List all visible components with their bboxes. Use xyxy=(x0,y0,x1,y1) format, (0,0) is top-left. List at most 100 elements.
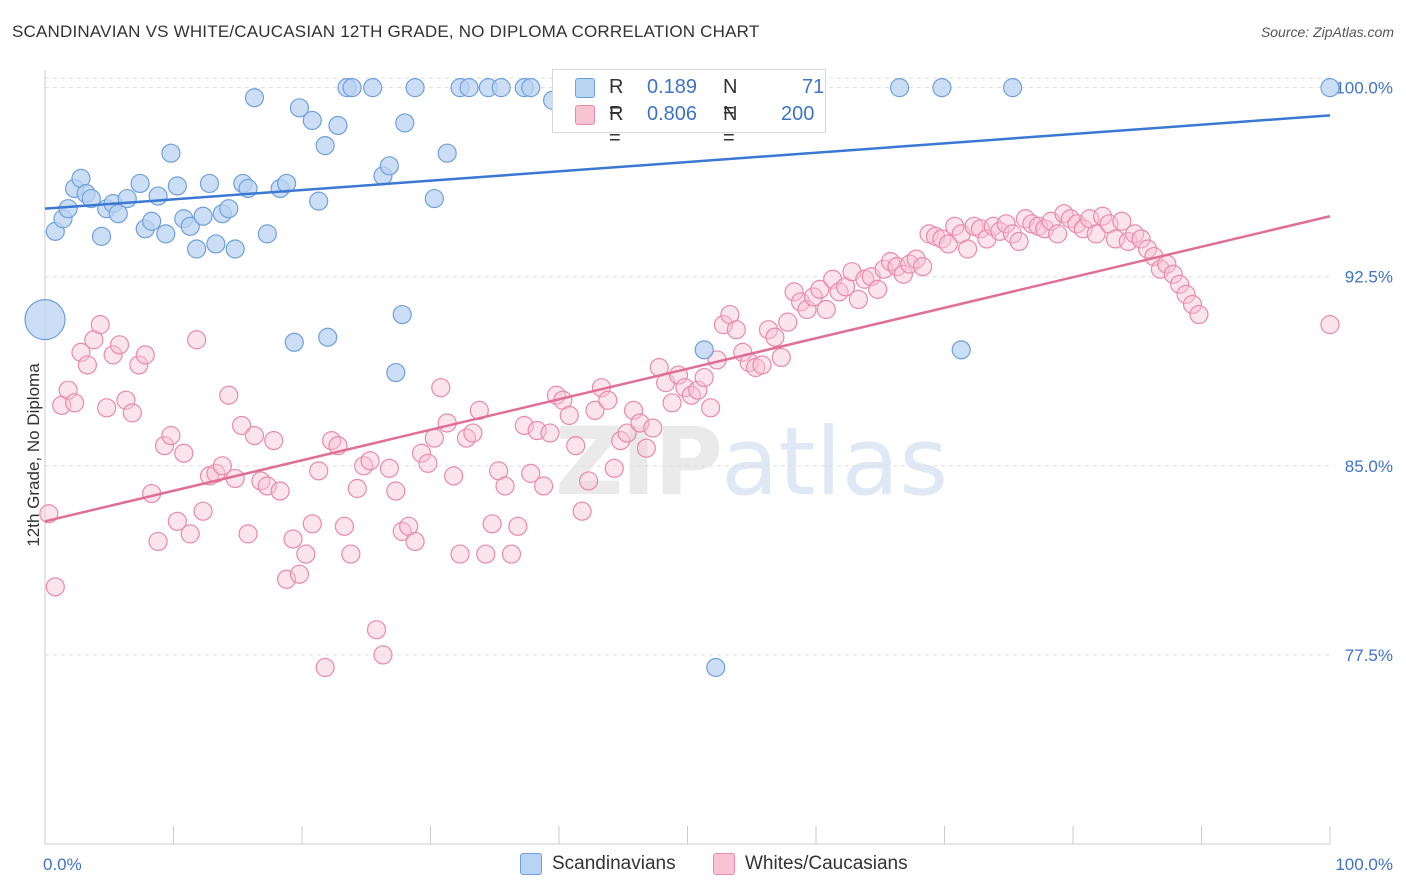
white-caucasian-point xyxy=(771,347,791,368)
white-caucasian-point xyxy=(206,463,226,483)
scandinavian-point xyxy=(193,206,213,226)
white-caucasian-point xyxy=(1009,231,1029,252)
bottom-legend-label: Scandinavians xyxy=(552,853,676,874)
white-caucasian-point xyxy=(913,257,933,277)
scandinavian-point xyxy=(257,224,277,244)
white-caucasian-point xyxy=(437,413,457,433)
white-caucasian-point xyxy=(1320,315,1340,335)
legend-n-label: N = xyxy=(723,76,738,122)
white-caucasian-point xyxy=(276,569,297,589)
scandinavian-point xyxy=(318,327,338,347)
white-caucasian-point xyxy=(784,282,804,302)
white-caucasian-point xyxy=(1189,304,1209,325)
scandinavian-point xyxy=(302,110,322,131)
legend-n-value: 200 xyxy=(781,103,815,125)
white-caucasian-point xyxy=(758,320,779,340)
legend-r-value: 0.806 xyxy=(647,103,698,125)
scandinavian-point xyxy=(328,115,348,136)
white-caucasian-point xyxy=(341,544,361,564)
white-caucasian-point xyxy=(1086,224,1106,244)
white-caucasian-point xyxy=(829,282,849,302)
white-caucasian-point xyxy=(1182,294,1203,315)
white-caucasian-point xyxy=(450,544,470,564)
scandinavian-point xyxy=(142,211,162,231)
white-caucasian-point xyxy=(45,577,65,597)
white-caucasian-point xyxy=(424,428,444,448)
white-caucasian-point xyxy=(1112,211,1132,231)
white-caucasian-point xyxy=(244,425,265,446)
scandinavian-point xyxy=(459,78,479,98)
white-caucasian-point xyxy=(752,355,772,375)
white-caucasian-point xyxy=(302,514,322,534)
scandinavian-point xyxy=(284,332,304,352)
watermark: ZIPatlas xyxy=(555,408,949,517)
white-caucasian-point xyxy=(694,367,714,388)
white-caucasian-point xyxy=(251,471,271,491)
white-caucasian-point xyxy=(559,405,579,426)
white-caucasian-trendline xyxy=(44,215,1331,523)
white-caucasian-point xyxy=(405,531,425,552)
white-caucasian-point xyxy=(283,529,303,549)
white-caucasian-point xyxy=(392,521,412,541)
white-caucasian-point xyxy=(64,393,85,413)
white-caucasian-point xyxy=(1176,284,1196,304)
white-caucasian-point xyxy=(1163,264,1183,284)
white-caucasian-point xyxy=(611,431,631,451)
y-tick-label: 85.0% xyxy=(1345,457,1393,476)
white-caucasian-point xyxy=(514,415,534,436)
white-caucasian-point xyxy=(681,385,701,405)
legend-r-value: 0.189 xyxy=(647,76,698,98)
white-caucasian-point xyxy=(193,501,213,521)
scandinavian-point xyxy=(363,78,383,98)
white-caucasian-point xyxy=(1170,274,1190,294)
white-caucasian-point xyxy=(187,330,207,350)
scandinavian-point xyxy=(187,239,207,259)
white-caucasian-point xyxy=(810,279,830,299)
white-caucasian-point xyxy=(932,229,952,249)
white-caucasian-point xyxy=(219,385,239,405)
white-caucasian-point xyxy=(418,453,438,473)
white-caucasian-point xyxy=(386,481,406,501)
white-caucasian-point xyxy=(540,423,560,443)
legend-n-label: N = xyxy=(723,103,738,149)
white-caucasian-point xyxy=(604,458,624,478)
white-caucasian-point xyxy=(347,478,367,499)
white-caucasian-point xyxy=(1054,204,1074,224)
white-caucasian-point xyxy=(354,456,374,476)
white-caucasian-point xyxy=(379,458,399,478)
scandinavian-point xyxy=(289,98,310,118)
scandinavian-point xyxy=(148,186,168,206)
legend-r-label: R = xyxy=(609,103,624,149)
scandinavian-point xyxy=(392,304,412,325)
white-caucasian-point xyxy=(521,463,541,483)
scandinavian-point xyxy=(521,78,541,98)
white-caucasian-point xyxy=(636,438,656,458)
white-caucasian-point xyxy=(97,398,117,418)
scandinavian-point xyxy=(156,224,176,244)
y-tick-label: 92.5% xyxy=(1345,268,1393,287)
scandinavian-point xyxy=(386,362,406,383)
white-caucasian-point xyxy=(334,516,355,536)
scandinavian-point xyxy=(424,188,444,209)
scandinavian-point xyxy=(206,234,226,254)
x-tick-label: 100.0% xyxy=(1335,855,1393,874)
scandinavian-point xyxy=(108,204,128,224)
white-caucasian-point xyxy=(315,657,335,678)
white-caucasian-point xyxy=(360,451,380,471)
scandinavian-point xyxy=(180,216,200,236)
white-caucasian-point xyxy=(958,239,978,259)
white-caucasian-point xyxy=(623,400,644,420)
white-caucasian-point xyxy=(617,423,637,443)
white-caucasian-point xyxy=(109,335,130,355)
white-caucasian-point xyxy=(1047,224,1068,244)
white-caucasian-point xyxy=(797,299,817,320)
white-caucasian-point xyxy=(366,620,387,640)
white-caucasian-point xyxy=(257,476,277,496)
white-caucasian-point xyxy=(264,431,284,451)
scandinavian-point xyxy=(395,113,415,133)
white-caucasian-point xyxy=(578,471,599,491)
white-caucasian-point xyxy=(778,312,798,332)
white-caucasian-point xyxy=(71,342,91,362)
scandinavian-point xyxy=(491,78,511,98)
